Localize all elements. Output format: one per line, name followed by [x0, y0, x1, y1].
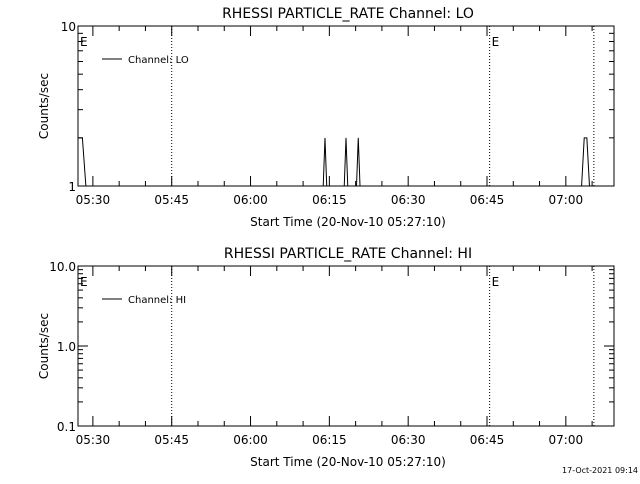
- plot-frame: [77, 25, 615, 187]
- x-tick-label: 07:00: [549, 433, 584, 447]
- x-tick-label: 05:45: [154, 433, 189, 447]
- x-tick-label: 06:30: [391, 193, 426, 207]
- chart-title: RHESSI PARTICLE_RATE Channel: HI: [224, 246, 472, 262]
- event-marker: E: [80, 35, 88, 49]
- event-marker: E: [492, 35, 500, 49]
- chart-title: RHESSI PARTICLE_RATE Channel: LO: [222, 6, 474, 22]
- y-tick-label: 10.0: [49, 260, 76, 274]
- x-tick-label: 06:15: [312, 193, 347, 207]
- panel-lo: RHESSI PARTICLE_RATE Channel: LO Counts/s…: [37, 6, 615, 229]
- x-axis-label: Start Time (20-Nov-10 05:27:10): [250, 215, 446, 229]
- legend-entry: Channel: HI: [128, 295, 186, 306]
- x-tick-label: 07:00: [549, 193, 584, 207]
- plot-frame: [77, 265, 615, 427]
- event-marker: E: [492, 275, 500, 289]
- y-tick-label: 0.1: [57, 420, 76, 434]
- y-axis-label: Counts/sec: [37, 73, 51, 139]
- y-axis-label: Counts/sec: [37, 313, 51, 379]
- event-marker: E: [80, 275, 88, 289]
- x-tick-label: 06:00: [233, 193, 268, 207]
- series-line: [78, 137, 590, 187]
- panel-hi: RHESSI PARTICLE_RATE Channel: HI Counts/s…: [37, 246, 615, 469]
- y-tick-label: 1: [68, 180, 76, 194]
- y-tick-label: 10: [61, 20, 76, 34]
- x-tick-label: 05:30: [76, 433, 111, 447]
- x-tick-label: 06:00: [233, 433, 268, 447]
- legend-entry: Channel: LO: [128, 55, 189, 66]
- x-tick-label: 06:15: [312, 433, 347, 447]
- x-tick-label: 06:30: [391, 433, 426, 447]
- x-axis-label: Start Time (20-Nov-10 05:27:10): [250, 455, 446, 469]
- footer-timestamp: 17-Oct-2021 09:14: [562, 466, 638, 475]
- x-tick-label: 05:30: [76, 193, 111, 207]
- x-tick-label: 06:45: [470, 193, 505, 207]
- y-tick-label: 1.0: [57, 340, 76, 354]
- x-tick-label: 06:45: [470, 433, 505, 447]
- x-tick-label: 05:45: [154, 193, 189, 207]
